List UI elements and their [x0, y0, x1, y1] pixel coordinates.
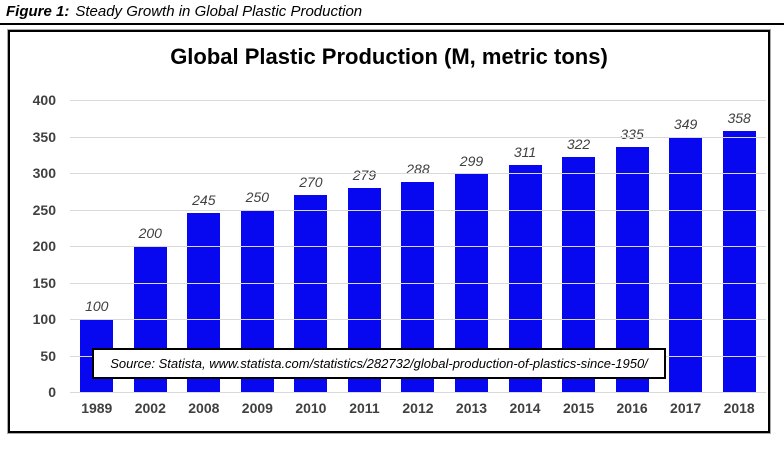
- y-tick-label-100: 100: [32, 311, 56, 327]
- gridline-100: [70, 319, 766, 320]
- y-tick-label-0: 0: [48, 384, 56, 400]
- gridline-350: [70, 136, 766, 138]
- y-tick-label-250: 250: [32, 201, 56, 218]
- gridline-400: [70, 100, 766, 101]
- x-tick-label-2018: 2018: [723, 400, 755, 416]
- x-tick-label-2015: 2015: [562, 400, 595, 416]
- x-tick-label-2002: 2002: [134, 400, 166, 416]
- bar-value-label-2010: 270: [299, 173, 323, 190]
- y-axis-labels: 0 50 100 150 200 250 300 350 400: [10, 92, 62, 400]
- source-box: Source: Statista, www.statista.com/stati…: [92, 348, 666, 379]
- y-tick-label-350: 350: [32, 128, 56, 145]
- gridline-200: [70, 246, 766, 247]
- bar-value-label-2014: 311: [513, 143, 537, 160]
- bar-value-label-1989: 100: [85, 298, 109, 314]
- chart-title: Global Plastic Production (M, metric ton…: [170, 44, 608, 69]
- bar-slot-2017: 349: [659, 100, 713, 392]
- figure-caption-text: Steady Growth in Global Plastic Producti…: [75, 3, 363, 20]
- bar-slot-2018: 358: [712, 100, 766, 392]
- chart-frame: Global Plastic Production (M, metric ton…: [7, 29, 771, 434]
- bar-2018: [722, 130, 756, 392]
- x-tick-label-2008: 2008: [188, 400, 220, 416]
- x-tick-label-2014: 2014: [509, 400, 541, 416]
- x-tick-label-2012: 2012: [402, 400, 434, 416]
- bar-2017: [669, 137, 703, 392]
- bar-value-label-2012: 288: [406, 160, 430, 177]
- x-tick-label-2010: 2010: [295, 400, 327, 416]
- bar-value-label-2009: 250: [245, 188, 270, 205]
- y-tick-label-50: 50: [40, 347, 56, 364]
- x-tick-label-1989: 1989: [81, 400, 113, 416]
- bar-value-label-2017: 349: [673, 116, 698, 133]
- x-tick-label-2016: 2016: [616, 400, 648, 416]
- bar-value-label-2018: 358: [727, 109, 751, 126]
- y-tick-label-200: 200: [32, 238, 56, 254]
- y-tick-label-150: 150: [32, 274, 56, 291]
- gridline-250: [70, 209, 766, 211]
- x-tick-label-2009: 2009: [241, 400, 273, 416]
- x-tick-label-2011: 2011: [349, 400, 380, 416]
- bar-value-label-2013: 299: [459, 152, 484, 169]
- bar-value-label-2011: 279: [352, 167, 377, 184]
- source-text: Source: Statista, www.statista.com/stati…: [110, 356, 648, 371]
- figure-caption-prefix: Figure 1:: [6, 3, 70, 20]
- bar-value-label-2015: 322: [566, 135, 591, 152]
- gridline-300: [70, 173, 766, 174]
- y-tick-label-400: 400: [32, 92, 56, 108]
- gridline-0: [70, 392, 766, 393]
- x-axis-labels: 1989 2002 2008 2009 2010 2011 2012 2013 2014 2015…: [70, 400, 766, 416]
- y-tick-label-300: 300: [32, 165, 56, 181]
- x-tick-label-2017: 2017: [670, 400, 702, 416]
- bar-value-label-2016: 335: [620, 126, 644, 143]
- bar-value-label-2008: 245: [192, 192, 216, 209]
- gridline-150: [70, 282, 766, 284]
- x-tick-label-2013: 2013: [455, 400, 488, 416]
- bar-value-label-2002: 200: [138, 225, 162, 241]
- figure-caption: Figure 1: Steady Growth in Global Plastic…: [0, 0, 784, 25]
